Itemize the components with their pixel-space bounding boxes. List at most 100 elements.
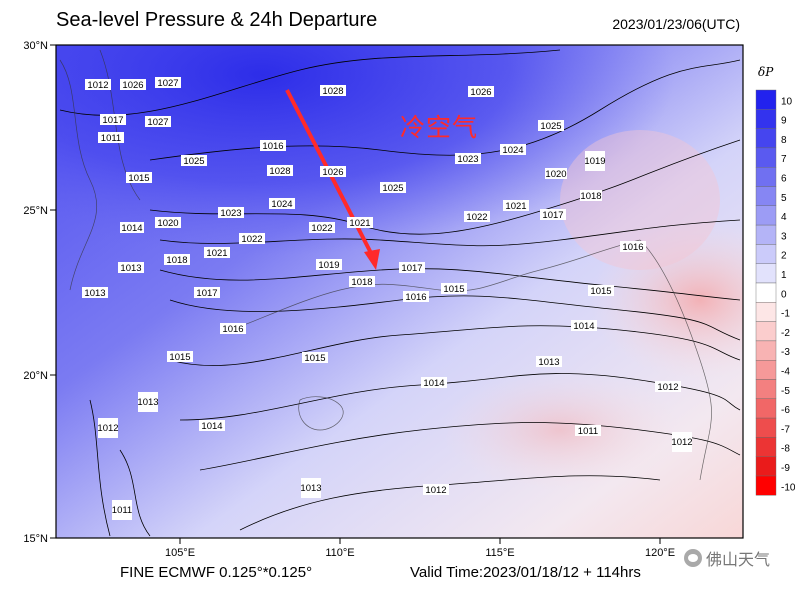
map-frame — [55, 44, 744, 539]
legend-swatch — [755, 147, 777, 168]
isobar-label: 1024 — [271, 199, 292, 210]
isobar-label: 1015 — [304, 353, 325, 364]
isobar-label: 1025 — [183, 156, 204, 167]
isobar-label: 1024 — [502, 145, 523, 156]
legend-tick-label: 3 — [781, 231, 787, 242]
isobar-label: 1021 — [505, 201, 526, 212]
isobar-label: 1012 — [425, 485, 446, 496]
isobar-label: 1018 — [580, 191, 601, 202]
coastline — [59, 49, 712, 481]
model-info: FINE ECMWF 0.125°*0.125° — [120, 564, 313, 581]
isobar-label: 1011 — [112, 505, 132, 516]
legend-tick-label: 7 — [781, 154, 787, 165]
isobar-label: 1015 — [169, 352, 190, 363]
isobar-label: 1014 — [201, 421, 222, 432]
isobar-label: 1026 — [122, 80, 143, 91]
isobar-label: 1021 — [206, 248, 227, 259]
isobar-label: 1015 — [443, 284, 464, 295]
isobar-label: 1013 — [120, 263, 141, 274]
legend-tick-label: -3 — [781, 347, 790, 358]
legend-tick-label: 10 — [781, 96, 793, 107]
legend-tick-label: -7 — [781, 424, 790, 435]
isobar-label: 1022 — [466, 212, 487, 223]
valid-time: Valid Time:2023/01/18/12 + 114hrs — [410, 564, 641, 581]
isobar-label: 1021 — [349, 218, 370, 229]
isobar-label: 1011 — [101, 133, 121, 144]
isobar-label: 1026 — [322, 167, 343, 178]
isobar-label: 1020 — [545, 169, 566, 180]
legend-swatch — [755, 398, 777, 419]
legend-swatch — [755, 437, 777, 457]
isobar-label: 1023 — [220, 208, 241, 219]
isobar-label: 1023 — [457, 154, 478, 165]
legend-swatch — [755, 340, 777, 361]
legend-swatch — [755, 302, 777, 322]
lat-label-30n: 30°N — [23, 40, 48, 52]
isobar-label: 1017 — [401, 263, 422, 274]
isobar-label: 1014 — [573, 321, 594, 332]
isobar-label: 1025 — [382, 183, 403, 194]
isobar-label: 1022 — [311, 223, 332, 234]
lon-label-115e: 115°E — [485, 547, 514, 559]
legend-swatch — [755, 417, 777, 438]
isobar-label: 1015 — [590, 286, 611, 297]
isobar-label: 1014 — [423, 378, 444, 389]
isobar-label: 1028 — [269, 166, 290, 177]
lon-label-120e: 120°E — [645, 547, 675, 559]
legend-tick-label: 9 — [781, 116, 787, 127]
isobar-label: 1013 — [300, 483, 321, 494]
isobar-label: 1012 — [671, 437, 692, 448]
isobar-label: 1017 — [542, 210, 563, 221]
legend-label: δP — [758, 65, 774, 79]
isobar-label: 1019 — [584, 156, 605, 167]
legend-swatch — [755, 224, 777, 245]
legend-tick-label: 6 — [781, 174, 787, 185]
isobar-label: 1012 — [657, 382, 678, 393]
legend-tick-label: -8 — [781, 444, 790, 455]
isobar-label: 1013 — [137, 397, 158, 408]
isobar-label: 1017 — [196, 288, 217, 299]
isobar-label: 1016 — [262, 141, 283, 152]
legend-swatch — [755, 263, 777, 284]
isobar-label: 1026 — [470, 87, 491, 98]
legend-tick-label: 5 — [781, 193, 787, 204]
legend-swatch — [755, 360, 777, 380]
lat-label-20n: 20°N — [23, 370, 48, 382]
isobar-label: 1028 — [322, 86, 343, 97]
lat-label-25n: 25°N — [23, 205, 48, 217]
isobar-label: 1018 — [351, 277, 372, 288]
brand-logo-icon — [684, 549, 702, 567]
legend-tick-label: -9 — [781, 463, 790, 474]
isobar-label: 1016 — [405, 292, 426, 303]
isobar-label: 1018 — [166, 255, 187, 266]
isobar-label: 1015 — [128, 173, 149, 184]
legend-swatch — [755, 109, 777, 129]
isobar-label: 1013 — [538, 357, 559, 368]
legend-tick-label: 8 — [781, 135, 787, 146]
legend-swatch — [755, 186, 777, 206]
legend-tick-label: -4 — [781, 367, 790, 378]
legend-tick-label: 2 — [781, 251, 787, 262]
legend-swatch — [755, 379, 777, 399]
legend-tick-label: -1 — [781, 309, 790, 320]
legend-swatch — [755, 475, 777, 496]
legend-tick-label: -10 — [781, 482, 796, 493]
lon-label-105e: 105°E — [165, 547, 195, 559]
legend-swatch — [755, 244, 777, 264]
isobar-label: 1012 — [97, 423, 118, 434]
isobar-label: 1020 — [157, 218, 178, 229]
legend-swatch — [755, 282, 777, 303]
legend-tick-label: -5 — [781, 386, 790, 397]
legend-swatch — [755, 321, 777, 342]
map-title: Sea-level Pressure & 24h Departure — [56, 9, 378, 31]
analysis-datetime: 2023/01/23/06(UTC) — [612, 16, 740, 32]
legend-tick-label: -6 — [781, 405, 790, 416]
legend-tick-label: 4 — [781, 212, 787, 223]
isobar-label: 1025 — [540, 121, 561, 132]
legend-swatch — [755, 205, 777, 226]
lon-label-110e: 110°E — [325, 547, 354, 559]
legend-tick-label: 0 — [781, 289, 787, 300]
cold-air-annotation: 冷空气 — [400, 113, 479, 142]
